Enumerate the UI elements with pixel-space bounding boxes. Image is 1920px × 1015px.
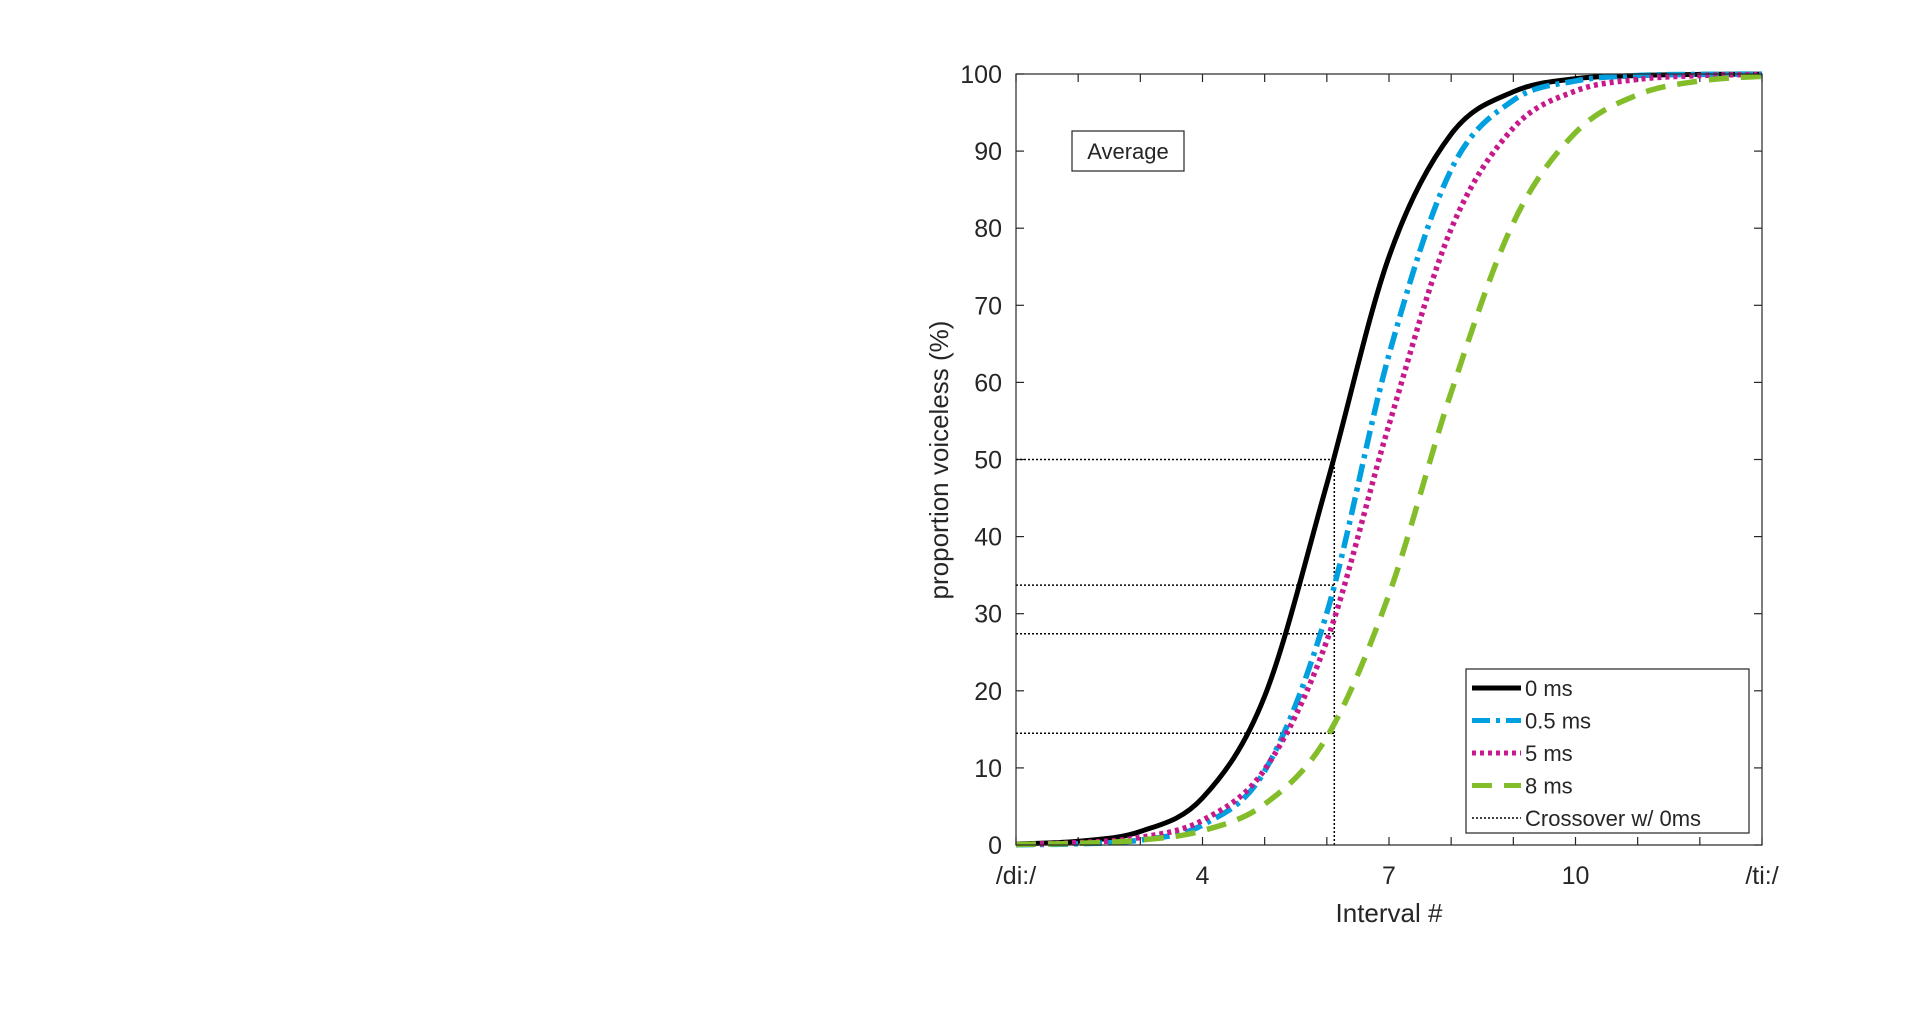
y-tick-label: 60 xyxy=(974,369,1002,397)
legend-entry-label: 0 ms xyxy=(1525,676,1573,701)
x-axis-label: Interval # xyxy=(1336,898,1443,928)
x-tick-label: 7 xyxy=(1382,862,1396,890)
x-tick-label: 10 xyxy=(1562,862,1590,890)
y-tick-label: 80 xyxy=(974,215,1002,243)
series-line-5-ms xyxy=(1015,71,1763,848)
crossover-lines xyxy=(1016,458,1336,845)
y-tick-label: 100 xyxy=(960,61,1002,89)
y-tick-label: 0 xyxy=(988,832,1002,860)
series-line-8-ms xyxy=(1015,73,1763,848)
x-tick-label: /ti:/ xyxy=(1745,862,1778,890)
legend: 0 ms 0.5 ms 5 ms 8 ms Crossover w/ 0ms xyxy=(1465,668,1750,834)
y-tick-label: 10 xyxy=(974,755,1002,783)
x-tick-label: 4 xyxy=(1196,862,1210,890)
legend-entry-label: 5 ms xyxy=(1525,741,1573,766)
series-lines xyxy=(1015,71,1763,848)
y-axis-label: proportion voiceless (%) xyxy=(924,321,954,600)
y-tick-labels: 0 10 20 30 40 50 60 70 80 90 100 xyxy=(960,61,1002,860)
y-tick-label: 20 xyxy=(974,678,1002,706)
y-tick-label: 50 xyxy=(974,447,1002,475)
y-tick-label: 30 xyxy=(974,601,1002,629)
legend-entry-label: 0.5 ms xyxy=(1525,709,1591,734)
annotation-box: Average xyxy=(1071,130,1185,172)
x-tick-label: /di:/ xyxy=(996,862,1036,890)
series-line-0-5-ms xyxy=(1015,71,1763,848)
y-tick-label: 90 xyxy=(974,138,1002,166)
x-tick-labels: /di:/ 4 7 10/ti:/ xyxy=(996,862,1779,890)
y-tick-label: 70 xyxy=(974,292,1002,320)
legend-entry-label: 8 ms xyxy=(1525,774,1573,799)
y-tick-label: 40 xyxy=(974,524,1002,552)
plot-frame xyxy=(1015,73,1763,846)
legend-entry-label: Crossover w/ 0ms xyxy=(1525,806,1701,831)
annotation-text: Average xyxy=(1087,139,1169,164)
